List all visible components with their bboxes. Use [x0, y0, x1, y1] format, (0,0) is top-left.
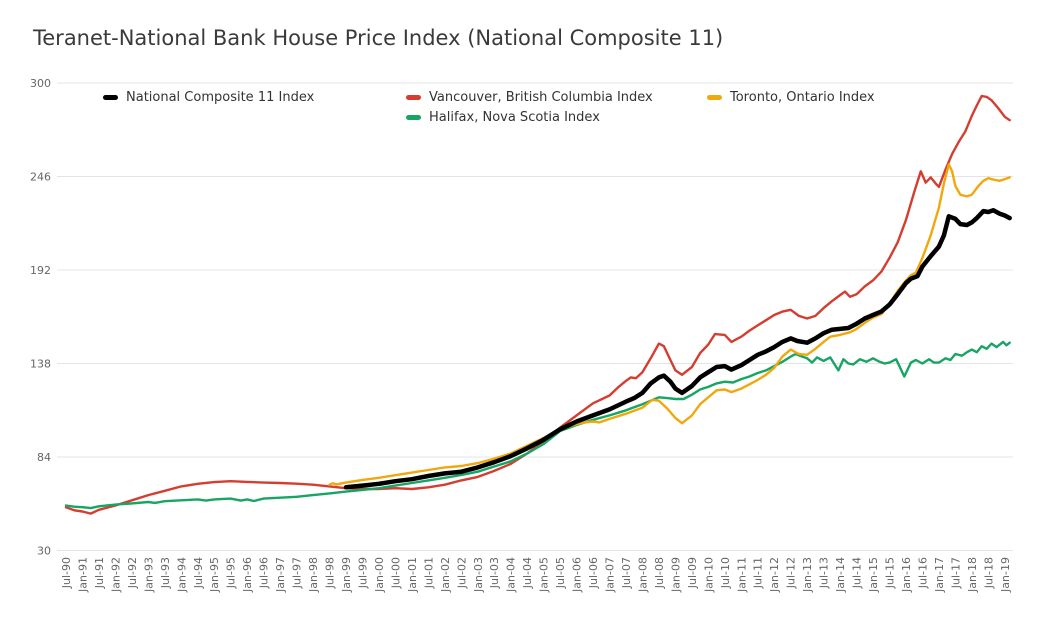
y-tick-label: 192 [30, 264, 51, 277]
x-tick-label: Jul-13 [818, 557, 831, 589]
x-tick-label: Jul-02 [455, 557, 468, 589]
x-tick-label: Jan-14 [834, 557, 847, 593]
x-tick-label: Jul-91 [93, 557, 106, 589]
chart-title: Teranet-National Bank House Price Index … [33, 26, 724, 50]
legend-marker-icon [103, 95, 118, 100]
legend-item-vancouver[interactable]: Vancouver, British Columbia Index [406, 90, 653, 105]
x-tick-label: Jan-10 [702, 557, 715, 593]
x-tick-label: Jul-92 [126, 557, 139, 589]
x-tick-label: Jan-97 [274, 557, 287, 593]
x-tick-label: Jan-19 [999, 557, 1012, 593]
series-line-halifax [64, 340, 1011, 510]
x-tick-label: Jul-98 [324, 557, 337, 589]
x-tick-label: Jul-10 [719, 557, 732, 589]
x-tick-label: Jul-07 [620, 557, 633, 589]
x-tick-label: Jul-14 [851, 557, 864, 589]
x-tick-label: Jul-95 [225, 557, 238, 589]
y-tick-label: 30 [37, 545, 51, 558]
x-tick-label: Jan-12 [768, 557, 781, 593]
x-tick-label: Jul-12 [785, 557, 798, 589]
x-tick-label: Jan-18 [966, 557, 979, 593]
x-tick-label: Jul-11 [752, 557, 765, 589]
legend-marker-icon [406, 115, 421, 120]
legend-item-national-composite-11[interactable]: National Composite 11 Index [103, 90, 314, 105]
legend-label: Toronto, Ontario Index [730, 90, 875, 105]
x-tick-label: Jul-01 [422, 557, 435, 589]
x-tick-label: Jul-90 [60, 557, 73, 589]
x-tick-label: Jan-92 [109, 557, 122, 593]
x-tick-label: Jul-09 [686, 557, 699, 589]
x-tick-label: Jan-04 [505, 557, 518, 593]
x-tick-label: Jul-94 [192, 557, 205, 589]
x-tick-label: Jan-09 [669, 557, 682, 593]
x-tick-label: Jul-17 [949, 557, 962, 589]
legend-label: Vancouver, British Columbia Index [429, 90, 653, 105]
x-tick-label: Jul-18 [982, 557, 995, 589]
x-tick-label: Jan-98 [307, 557, 320, 593]
legend-item-toronto[interactable]: Toronto, Ontario Index [707, 90, 875, 105]
x-tick-label: Jan-94 [175, 557, 188, 593]
x-tick-label: Jan-99 [340, 557, 353, 593]
x-tick-label: Jan-93 [142, 557, 155, 593]
y-tick-label: 138 [30, 358, 51, 371]
x-tick-label: Jul-00 [389, 557, 402, 589]
y-tick-label: 300 [30, 77, 51, 90]
x-tick-label: Jul-04 [521, 557, 534, 589]
x-tick-label: Jan-08 [636, 557, 649, 593]
legend-label: National Composite 11 Index [126, 90, 315, 105]
x-tick-label: Jan-17 [933, 557, 946, 593]
x-tick-label: Jan-95 [208, 557, 221, 593]
x-tick-label: Jan-11 [735, 557, 748, 593]
x-tick-label: Jul-15 [884, 557, 897, 589]
legend-label: Halifax, Nova Scotia Index [429, 110, 600, 125]
x-tick-label: Jul-03 [488, 557, 501, 589]
legend-marker-icon [406, 95, 421, 100]
y-tick-label: 246 [30, 171, 51, 184]
x-tick-label: Jul-05 [554, 557, 567, 589]
series-line-toronto [328, 163, 1011, 486]
x-tick-label: Jan-15 [867, 557, 880, 593]
x-tick-label: Jan-01 [406, 557, 419, 593]
x-tick-label: Jul-99 [357, 557, 370, 589]
x-tick-label: Jul-97 [291, 557, 304, 589]
x-tick-label: Jan-06 [571, 557, 584, 593]
x-tick-label: Jan-96 [241, 557, 254, 593]
x-tick-label: Jul-08 [653, 557, 666, 589]
x-tick-label: Jul-93 [159, 557, 172, 589]
x-tick-label: Jul-16 [916, 557, 929, 589]
x-tick-label: Jul-96 [258, 557, 271, 589]
x-tick-label: Jan-02 [439, 557, 452, 593]
legend-marker-icon [707, 95, 722, 100]
x-tick-label: Jan-91 [77, 557, 90, 593]
y-tick-label: 84 [37, 451, 51, 464]
x-tick-label: Jan-05 [538, 557, 551, 593]
x-tick-label: Jan-07 [604, 557, 617, 593]
x-tick-label: Jan-00 [373, 557, 386, 593]
x-tick-label: Jan-03 [472, 557, 485, 593]
x-tick-label: Jan-16 [900, 557, 913, 593]
x-tick-label: Jan-13 [801, 557, 814, 593]
legend-item-halifax[interactable]: Halifax, Nova Scotia Index [406, 110, 600, 125]
series-line-national-composite-11 [343, 208, 1012, 490]
series-line-vancouver [64, 94, 1011, 515]
x-tick-label: Jul-06 [587, 557, 600, 589]
